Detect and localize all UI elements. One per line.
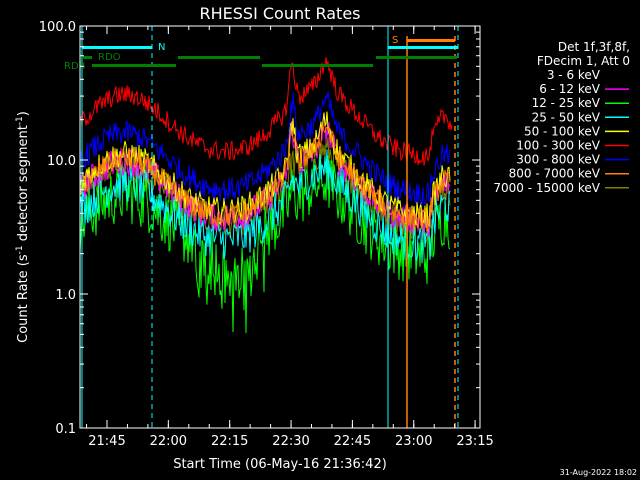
legend-header-line-1: Det 1f,3f,8f, bbox=[558, 40, 630, 54]
x-tick-label: 22:15 bbox=[211, 434, 248, 449]
rdb-label: RDB bbox=[64, 61, 86, 72]
y-axis-label: Count Rate (s-1 detector segment-1) bbox=[15, 111, 31, 343]
x-tick-label: 22:30 bbox=[272, 434, 309, 449]
x-tick-label: 23:15 bbox=[456, 434, 493, 449]
legend-label: 7000 - 15000 keV bbox=[493, 181, 600, 195]
y-tick-label: 0.1 bbox=[55, 422, 76, 437]
rdo-bar bbox=[178, 56, 260, 59]
rdb-bar bbox=[92, 64, 176, 67]
rdo-label: RDO bbox=[98, 52, 121, 63]
y-axis: 0.1 1.0 10.0 100.0 bbox=[39, 20, 480, 437]
x-axis-label: Start Time (06-May-16 21:36:42) bbox=[173, 457, 387, 472]
rdb-bar bbox=[262, 64, 373, 67]
x-tick-label: 22:45 bbox=[334, 434, 371, 449]
rdo-bar bbox=[376, 56, 457, 59]
x-tick-label: 23:00 bbox=[395, 434, 432, 449]
legend-header-line-2: FDecim 1, Att 0 bbox=[537, 54, 630, 68]
legend-label: 300 - 800 keV bbox=[516, 153, 600, 167]
plot-area: RDO RDB N S bbox=[64, 26, 459, 428]
legend-label: 50 - 100 keV bbox=[524, 124, 601, 138]
y-tick-label: 10.0 bbox=[47, 154, 76, 169]
x-tick-label: 22:00 bbox=[150, 434, 187, 449]
night-bar bbox=[388, 46, 458, 49]
chart-title: RHESSI Count Rates bbox=[200, 4, 361, 23]
y-tick-label: 1.0 bbox=[55, 288, 76, 303]
n-label: N bbox=[158, 42, 165, 53]
x-axis: 21:45 22:00 22:15 22:30 22:45 23:00 23:15 bbox=[86, 26, 494, 449]
legend-label: 800 - 7000 keV bbox=[509, 167, 601, 181]
timestamp: 31-Aug-2022 18:02 bbox=[560, 468, 637, 477]
x-tick-label: 21:45 bbox=[88, 434, 125, 449]
series-line bbox=[80, 57, 453, 166]
saa-bar bbox=[407, 39, 455, 42]
rdo-bar bbox=[82, 56, 92, 59]
legend-label: 100 - 300 keV bbox=[516, 139, 600, 153]
y-tick-label: 100.0 bbox=[39, 20, 76, 35]
legend: Det 1f,3f,8f, FDecim 1, Att 0 3 - 6 keV6… bbox=[493, 40, 630, 195]
legend-label: 25 - 50 keV bbox=[532, 110, 601, 124]
plot-frame bbox=[79, 25, 481, 429]
legend-label: 6 - 12 keV bbox=[539, 82, 601, 96]
legend-label: 12 - 25 keV bbox=[532, 96, 601, 110]
s-label: S bbox=[392, 35, 398, 46]
night-bar bbox=[82, 46, 152, 49]
legend-label: 3 - 6 keV bbox=[547, 68, 601, 82]
